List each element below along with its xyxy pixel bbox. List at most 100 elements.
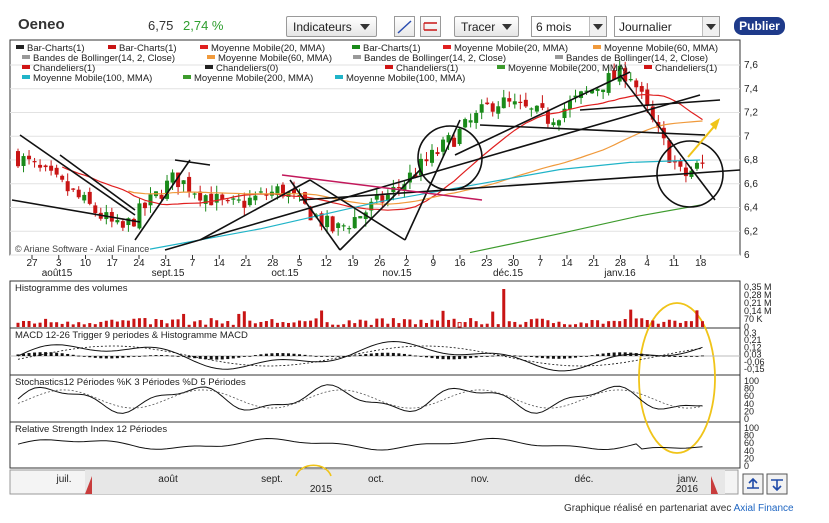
candle-body [358,216,363,219]
footer-text: Graphique réalisé en partenariat avec [564,503,732,514]
volume-bar [309,320,313,327]
candle-body [628,79,633,81]
candle-body [60,175,65,180]
macd-histogram-bar [458,356,462,360]
candle-body [645,89,650,105]
day-tick-label: 27 [26,258,38,269]
macd-histogram-bar [264,353,268,356]
day-tick-label: 14 [214,258,226,269]
rsi-tick-label: 40 [744,446,754,456]
macd-histogram-bar [148,355,152,357]
publish-button[interactable]: Publier [734,17,785,35]
indicators-label: Indicateurs [293,20,352,34]
volume-bar [485,323,489,327]
candle-body [93,205,98,214]
period-select[interactable]: 6 mois [531,16,607,37]
macd-histogram-bar [215,356,219,360]
macd-histogram-bar [55,352,59,356]
candle-body [446,135,451,143]
macd-histogram-bar [618,352,622,356]
volume-bar [171,319,175,327]
last-price: 6,75 [148,18,174,33]
trendline-tool-button[interactable] [394,16,415,37]
macd-histogram-bar [678,356,682,358]
macd-histogram-bar [430,356,434,359]
navigator-window [85,470,725,494]
volume-bar [220,323,224,327]
volume-bar [579,322,583,327]
watermark: © Ariane Software - Axial Finance [15,244,149,254]
day-tick-label: 7 [537,258,543,269]
legend-label: Bar-Charts(1) [119,43,177,54]
macd-histogram-bar [320,356,324,357]
candle-body [43,165,48,168]
draw-dropdown[interactable]: Tracer [454,16,519,37]
macd-histogram-bar [540,356,544,359]
stochastics-tick-label: 60 [744,391,754,401]
macd-histogram-bar [375,353,379,356]
candle-body [374,194,379,200]
candle-body [21,156,26,166]
day-tick-label: 4 [644,258,650,269]
macd-histogram-bar [612,352,616,356]
trendline [619,74,716,201]
candle-body [496,106,501,114]
candle-body [280,184,285,197]
axial-finance-link[interactable]: Axial Finance [733,503,794,514]
volume-bar [546,320,550,327]
macd-histogram-bar [623,352,627,356]
volume-bar [226,321,230,327]
trendline [404,119,461,241]
legend-swatch [22,55,30,59]
trendline [19,134,136,216]
macd-histogram-bar [601,353,605,356]
candle-body [308,206,313,221]
navigator-year-label: 2015 [310,484,333,495]
macd-histogram-bar [380,352,384,356]
annotation-circle [656,140,724,208]
candle-body [667,140,672,163]
candle-body [617,65,622,82]
legend-label: Moyenne Mobile(60, MMA) [218,53,332,64]
volume-bar [82,324,86,327]
price-tick-label: 7,6 [744,60,758,71]
macd-histogram-bar [336,356,340,357]
volume-bar [463,322,467,327]
price-tick-label: 6,6 [744,179,758,190]
macd-histogram-bar [115,356,119,359]
candle-body [187,176,192,192]
month-tick-label: janv.16 [603,268,636,279]
rsi-tick-label: 100 [744,423,759,433]
volume-bar [187,324,191,327]
volume-bar [524,321,528,327]
day-tick-label: 11 [669,258,680,269]
volume-bar [198,320,202,327]
day-tick-label: 21 [588,258,600,269]
macd-histogram-bar [71,354,75,356]
navigator-left-handle-icon [85,476,92,494]
legend-label: Bar-Charts(1) [27,43,85,54]
macd-histogram-bar [209,356,213,360]
candle-body [231,198,236,200]
arrow-head-icon [710,118,720,130]
candle-body [529,108,534,110]
horizontal-line-tool-button[interactable] [420,16,441,37]
legend-label: Bandes de Bollinger(14, 2, Close) [364,53,506,64]
volume-bar [375,318,379,327]
macd-histogram-bar [66,353,70,356]
volume-bar [700,321,704,327]
volume-bar [38,322,42,327]
indicators-dropdown[interactable]: Indicateurs [286,16,377,37]
macd-histogram-bar [160,355,164,356]
day-tick-label: 21 [240,258,252,269]
legend-swatch [108,45,116,49]
candle-body [551,122,556,126]
macd-histogram-bar [700,355,704,357]
interval-select[interactable]: Journalier [614,16,720,37]
candle-body [507,98,512,102]
macd-tick-label: -0,15 [744,364,765,374]
candle-body [65,181,70,192]
candle-body [209,193,214,206]
volume-bar [507,321,511,327]
volume-bar [441,310,445,327]
